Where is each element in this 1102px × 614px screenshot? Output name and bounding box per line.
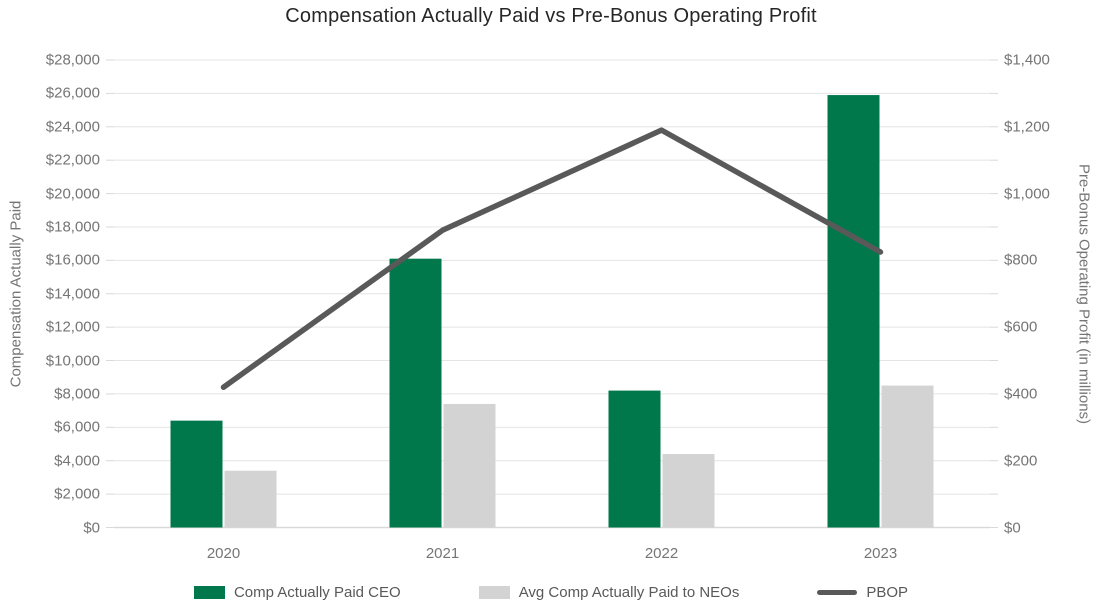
legend-swatch-pbop xyxy=(817,589,858,596)
bar-ceo-2022 xyxy=(608,390,661,528)
legend-swatch-neo xyxy=(478,586,510,599)
legend-label-ceo: Comp Actually Paid CEO xyxy=(233,584,401,601)
bar-neo-2021 xyxy=(443,403,496,528)
bar-neo-2022 xyxy=(662,454,715,528)
chart-title: Compensation Actually Paid vs Pre-Bonus … xyxy=(285,5,817,27)
legend: Comp Actually Paid CEO Avg Comp Actually… xyxy=(0,584,1102,601)
legend-item-neo: Avg Comp Actually Paid to NEOs xyxy=(478,584,740,601)
bar-ceo-2021 xyxy=(389,258,442,528)
bar-ceo-2023 xyxy=(827,95,880,528)
bar-neo-2023 xyxy=(881,385,934,528)
bar-neo-2020 xyxy=(224,470,277,528)
legend-item-pbop: PBOP xyxy=(817,584,908,601)
bar-ceo-2020 xyxy=(170,420,223,528)
legend-item-ceo: Comp Actually Paid CEO xyxy=(193,584,401,601)
legend-swatch-ceo xyxy=(193,586,225,599)
legend-label-neo: Avg Comp Actually Paid to NEOs xyxy=(518,584,740,601)
legend-label-pbop: PBOP xyxy=(866,584,909,601)
pbop-line xyxy=(220,127,884,390)
